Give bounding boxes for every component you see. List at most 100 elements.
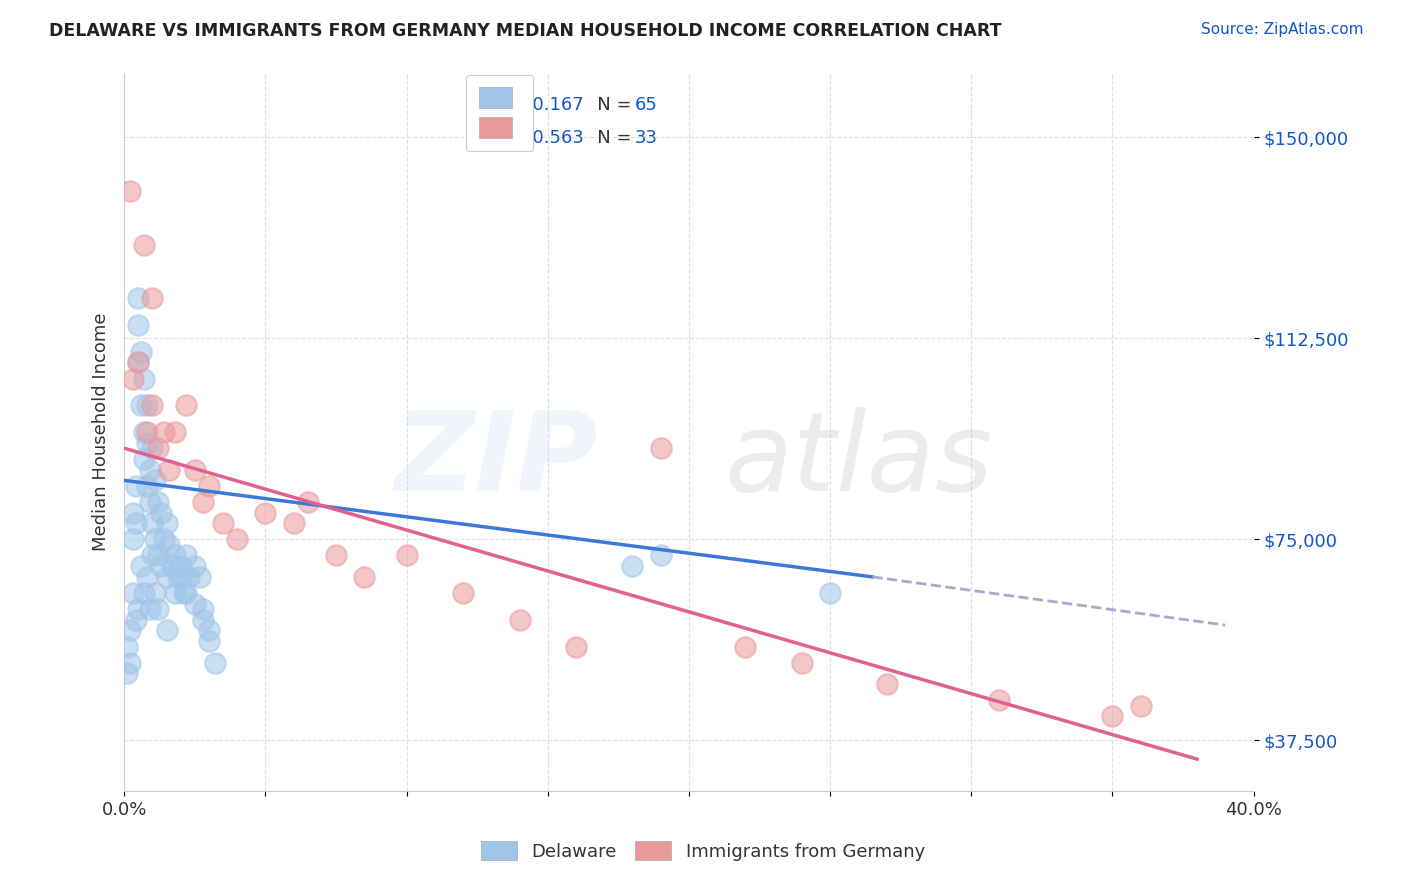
Point — [173, 586, 195, 600]
Point — [135, 570, 157, 584]
Point — [135, 398, 157, 412]
Point — [176, 586, 198, 600]
Point — [176, 549, 198, 563]
Point — [121, 533, 143, 547]
Point — [118, 656, 141, 670]
Text: N =: N = — [581, 128, 638, 146]
Point — [152, 425, 174, 439]
Point — [190, 570, 212, 584]
Point — [451, 586, 474, 600]
Legend: Delaware, Immigrants from Germany: Delaware, Immigrants from Germany — [472, 831, 934, 870]
Point — [508, 613, 530, 627]
Point — [176, 398, 198, 412]
Point — [135, 479, 157, 493]
Point — [143, 474, 166, 488]
Point — [170, 559, 193, 574]
Point — [118, 184, 141, 198]
Point — [135, 435, 157, 450]
Point — [138, 463, 160, 477]
Point — [1101, 709, 1123, 723]
Point — [155, 624, 177, 638]
Point — [184, 597, 207, 611]
Point — [621, 559, 644, 574]
Point — [876, 677, 898, 691]
Text: R =: R = — [491, 128, 530, 146]
Point — [146, 441, 169, 455]
Point — [163, 549, 186, 563]
Point — [132, 237, 155, 252]
Point — [988, 693, 1011, 707]
Point — [254, 506, 277, 520]
Point — [115, 666, 138, 681]
Point — [325, 549, 347, 563]
Point — [179, 570, 201, 584]
Point — [143, 533, 166, 547]
Point — [650, 441, 672, 455]
Point — [138, 602, 160, 616]
Point — [149, 506, 172, 520]
Point — [184, 559, 207, 574]
Text: -0.167: -0.167 — [526, 96, 583, 114]
Point — [565, 640, 588, 654]
Point — [650, 549, 672, 563]
Point — [163, 425, 186, 439]
Legend: , : , — [467, 75, 533, 151]
Point — [193, 602, 215, 616]
Point — [143, 586, 166, 600]
Point — [167, 570, 190, 584]
Point — [127, 318, 149, 332]
Point — [121, 371, 143, 385]
Point — [127, 291, 149, 305]
Point — [146, 602, 169, 616]
Point — [155, 516, 177, 531]
Point — [193, 495, 215, 509]
Text: -0.563: -0.563 — [526, 128, 583, 146]
Point — [146, 549, 169, 563]
Text: R =: R = — [491, 96, 530, 114]
Point — [127, 355, 149, 369]
Point — [121, 586, 143, 600]
Point — [124, 479, 146, 493]
Point — [790, 656, 813, 670]
Point — [132, 586, 155, 600]
Point — [734, 640, 756, 654]
Text: 33: 33 — [634, 128, 658, 146]
Text: 65: 65 — [634, 96, 658, 114]
Text: Source: ZipAtlas.com: Source: ZipAtlas.com — [1201, 22, 1364, 37]
Point — [124, 613, 146, 627]
Point — [160, 559, 183, 574]
Point — [212, 516, 235, 531]
Point — [141, 516, 163, 531]
Text: DELAWARE VS IMMIGRANTS FROM GERMANY MEDIAN HOUSEHOLD INCOME CORRELATION CHART: DELAWARE VS IMMIGRANTS FROM GERMANY MEDI… — [49, 22, 1001, 40]
Point — [163, 586, 186, 600]
Point — [146, 495, 169, 509]
Point — [198, 634, 221, 648]
Point — [141, 441, 163, 455]
Point — [141, 549, 163, 563]
Point — [127, 602, 149, 616]
Point — [152, 533, 174, 547]
Text: ZIP: ZIP — [395, 408, 599, 515]
Text: atlas: atlas — [724, 408, 993, 515]
Point — [132, 425, 155, 439]
Point — [353, 570, 375, 584]
Point — [118, 624, 141, 638]
Point — [184, 463, 207, 477]
Point — [157, 538, 180, 552]
Point — [124, 516, 146, 531]
Point — [149, 559, 172, 574]
Point — [132, 371, 155, 385]
Point — [226, 533, 249, 547]
Point — [1129, 698, 1152, 713]
Text: N =: N = — [581, 96, 638, 114]
Point — [132, 452, 155, 467]
Point — [138, 495, 160, 509]
Point — [198, 479, 221, 493]
Point — [141, 398, 163, 412]
Point — [129, 344, 152, 359]
Point — [141, 291, 163, 305]
Point — [204, 656, 226, 670]
Point — [135, 425, 157, 439]
Point — [297, 495, 319, 509]
Point — [395, 549, 418, 563]
